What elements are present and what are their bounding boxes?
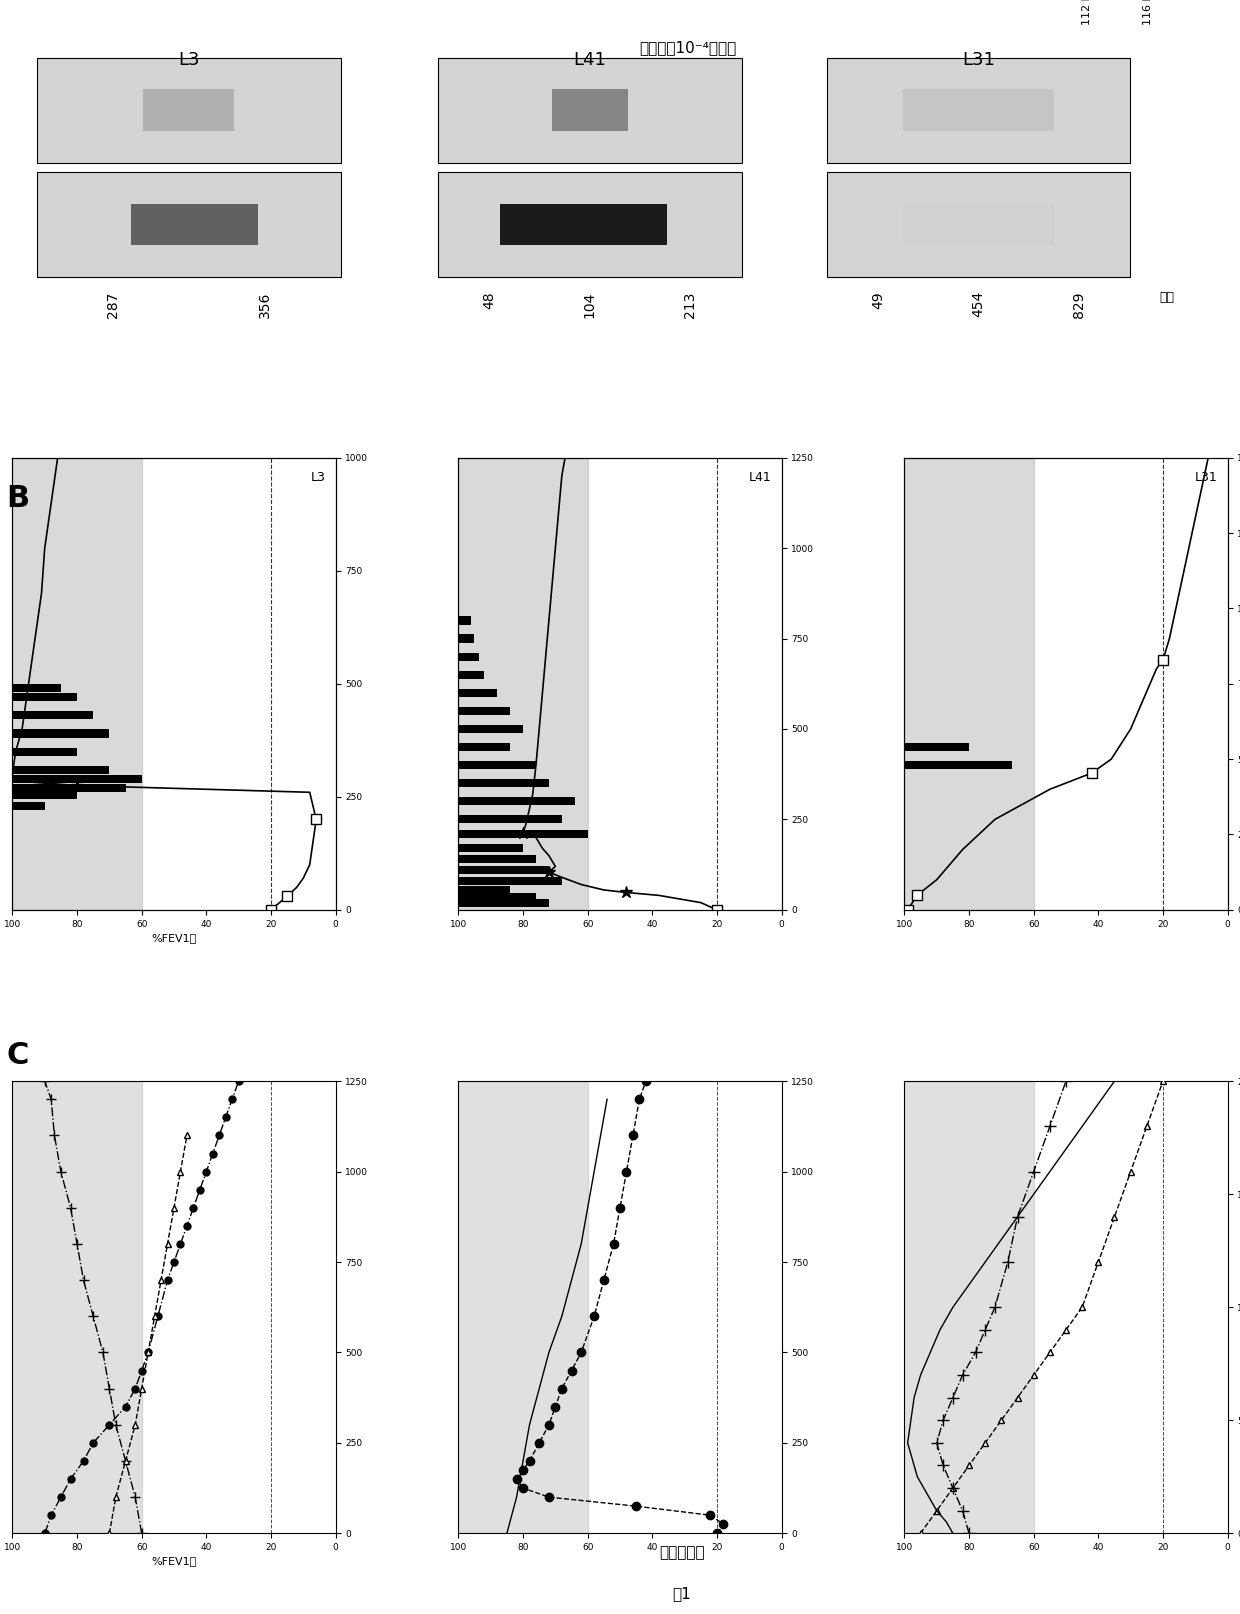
Bar [12,802,45,810]
Bar [827,173,1131,278]
Bar [12,730,109,738]
Bar [459,725,523,733]
Bar [459,899,549,907]
Text: L3: L3 [177,50,200,69]
Text: L31: L31 [962,50,994,69]
Bar [459,855,536,863]
Bar [37,173,341,278]
Bar [459,742,510,751]
Bar [904,742,968,751]
Bar [131,203,258,245]
Bar [12,791,77,799]
Bar [459,652,479,660]
Text: 829: 829 [1071,291,1086,318]
Bar [336,458,352,910]
Bar [1228,458,1240,910]
Bar [459,1081,588,1533]
Bar [12,1081,141,1533]
Bar [143,89,234,131]
Text: 天数: 天数 [1159,291,1174,303]
Text: L3: L3 [311,471,326,484]
Bar [12,694,77,702]
Bar [459,867,549,875]
Text: 净水肿（10⁻⁴英尺）: 净水肿（10⁻⁴英尺） [640,40,737,55]
Text: L31: L31 [1195,471,1218,484]
Bar [459,797,575,805]
Bar [827,58,1131,163]
Bar [37,58,341,163]
Text: 356: 356 [258,291,272,318]
Bar [903,89,1054,131]
Bar [500,203,667,245]
Bar [459,634,474,642]
Bar [459,780,549,788]
Bar [781,458,797,910]
Bar [12,784,125,792]
Text: 移植后天数: 移植后天数 [660,1546,704,1561]
Bar [459,876,562,884]
Bar [459,617,471,625]
Bar [552,89,627,131]
Bar [904,1081,1034,1533]
Bar [459,815,562,823]
Text: B: B [6,484,30,513]
Text: 49: 49 [872,291,885,308]
Text: 112 kDa: 112 kDa [1081,0,1091,24]
Text: 图1: 图1 [672,1587,692,1601]
Bar [12,747,77,755]
Bar [12,765,109,773]
Bar [903,203,1054,245]
X-axis label: %FEV1值: %FEV1值 [151,933,197,943]
Bar [459,844,523,852]
Bar [12,684,61,692]
Bar [459,830,588,838]
Text: 287: 287 [105,291,119,318]
Bar [12,458,141,910]
Text: 48: 48 [482,291,496,308]
Text: 104: 104 [583,291,596,318]
Bar [459,707,510,715]
Text: C: C [6,1041,29,1070]
Bar [904,762,1012,770]
Bar [459,893,536,901]
Bar [12,712,93,720]
Bar [438,173,742,278]
Bar [12,775,141,783]
X-axis label: %FEV1值: %FEV1值 [151,1556,197,1566]
Bar [459,886,510,894]
Bar [459,762,536,770]
Bar [438,58,742,163]
Text: 213: 213 [683,291,697,318]
Bar [459,671,485,679]
Text: 454: 454 [971,291,986,318]
Text: L41: L41 [749,471,771,484]
Text: L41: L41 [573,50,606,69]
Bar [459,689,497,697]
Bar [904,458,1034,910]
Text: 116 kDa: 116 kDa [1142,0,1152,24]
Bar [459,458,588,910]
